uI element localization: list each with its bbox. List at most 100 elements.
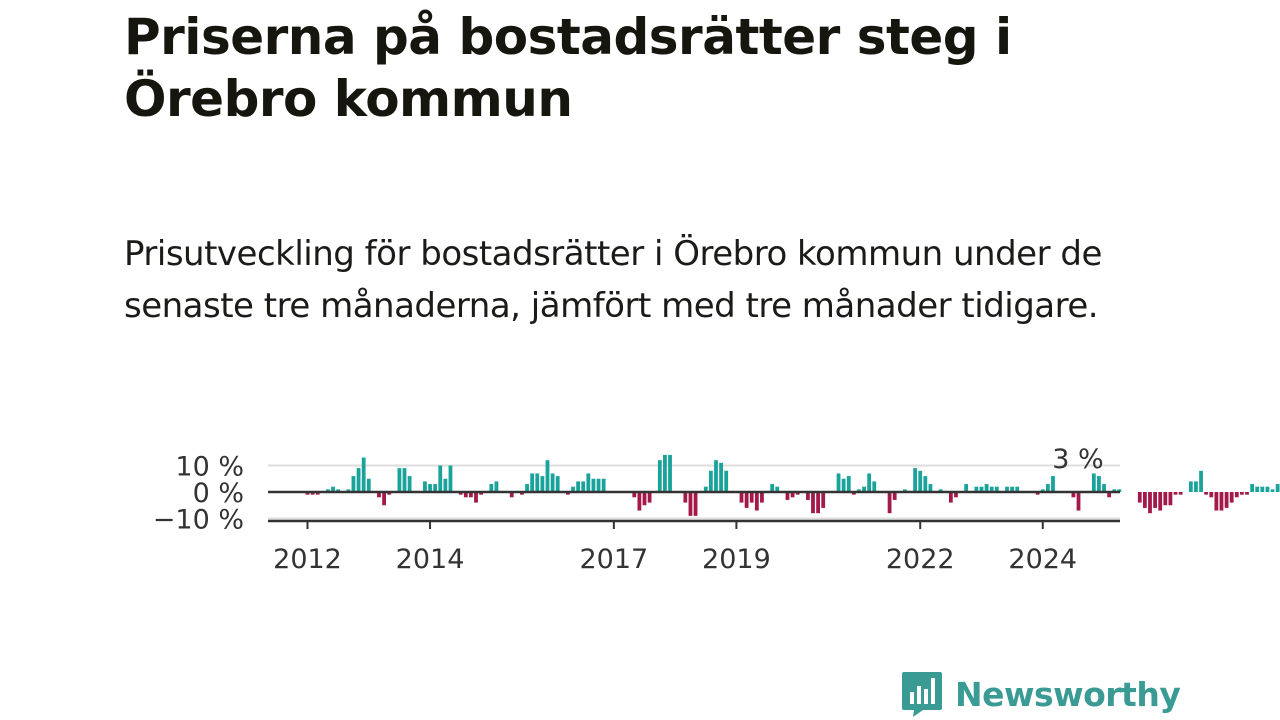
data-bar xyxy=(790,492,795,498)
data-bar xyxy=(423,481,427,492)
data-bar xyxy=(1173,492,1178,495)
data-bar xyxy=(749,492,754,503)
x-tick-label: 2017 xyxy=(580,544,649,575)
data-bar xyxy=(892,492,897,500)
data-bar xyxy=(1178,492,1183,495)
data-bar xyxy=(509,492,514,498)
data-bar xyxy=(530,473,535,492)
data-bar xyxy=(1234,492,1239,498)
data-bar xyxy=(520,492,524,495)
data-bar xyxy=(458,492,463,495)
data-bar xyxy=(581,481,586,492)
data-bar xyxy=(443,478,448,492)
data-bar xyxy=(1209,492,1214,498)
data-bar xyxy=(1260,486,1265,492)
data-bar xyxy=(1163,492,1168,506)
data-bar xyxy=(647,492,652,503)
data-bar xyxy=(862,486,866,492)
data-bar xyxy=(1214,492,1219,511)
data-bar xyxy=(1107,492,1112,498)
data-bar xyxy=(974,486,979,492)
data-bar xyxy=(744,492,749,508)
data-bar xyxy=(468,492,473,498)
data-bar xyxy=(1051,476,1055,492)
y-tick-label: 0 % xyxy=(193,478,244,509)
data-bar xyxy=(1219,492,1224,511)
data-bar xyxy=(1045,484,1050,492)
data-bar xyxy=(1229,492,1234,503)
data-bar xyxy=(918,470,923,492)
data-bar xyxy=(1015,486,1020,492)
data-bar xyxy=(954,492,958,498)
brand-logo: Newsworthy xyxy=(901,670,1181,718)
newsworthy-logo-icon xyxy=(902,672,942,717)
data-bar xyxy=(566,492,570,495)
data-bar xyxy=(479,492,483,495)
data-bar xyxy=(1117,489,1122,492)
data-bar xyxy=(913,468,918,492)
data-bar xyxy=(754,492,759,511)
data-bar xyxy=(550,473,555,492)
data-bar xyxy=(688,492,693,516)
data-bar xyxy=(387,492,392,495)
data-bar xyxy=(1255,486,1260,492)
data-bar xyxy=(1091,473,1096,492)
data-bar xyxy=(331,486,335,492)
data-bar xyxy=(984,484,989,492)
data-bar xyxy=(356,468,361,492)
x-tick-label: 2012 xyxy=(273,544,342,575)
price-change-chart: 10 %0 %−10 % 2012 2014 2017 2019 2022 2024 3 … xyxy=(153,444,1280,575)
data-bar xyxy=(1112,489,1117,492)
data-bar xyxy=(463,492,468,498)
data-bar xyxy=(642,492,647,506)
data-bar xyxy=(1204,492,1209,495)
data-bar xyxy=(1076,492,1081,511)
data-bar xyxy=(474,492,478,503)
data-bar xyxy=(811,492,815,514)
data-bar xyxy=(872,481,877,492)
data-bar xyxy=(846,476,851,492)
data-bar xyxy=(448,465,453,492)
data-bar xyxy=(1199,470,1203,492)
data-bar xyxy=(1040,489,1045,492)
data-bar xyxy=(857,489,861,492)
data-bar xyxy=(1240,492,1244,495)
data-bar xyxy=(586,473,591,492)
data-bar xyxy=(770,484,775,492)
data-bar xyxy=(377,492,381,498)
data-bar xyxy=(964,484,969,492)
data-bar xyxy=(310,492,315,495)
data-bar xyxy=(632,492,637,498)
data-bar xyxy=(1265,486,1270,492)
data-bar xyxy=(525,484,529,492)
data-bar xyxy=(545,460,550,492)
data-bar xyxy=(1153,492,1157,508)
data-bar xyxy=(683,492,688,503)
data-bar xyxy=(397,468,402,492)
data-bar xyxy=(361,457,366,492)
data-bar xyxy=(433,484,438,492)
data-bar xyxy=(351,476,356,492)
data-bar xyxy=(1005,486,1009,492)
x-tick-label: 2022 xyxy=(886,544,955,575)
data-bar xyxy=(1275,484,1280,492)
data-bar xyxy=(637,492,642,511)
data-bar xyxy=(923,476,928,492)
x-tick-label: 2019 xyxy=(702,544,771,575)
data-bar xyxy=(795,492,800,495)
data-bar xyxy=(596,478,601,492)
data-bar xyxy=(494,481,499,492)
data-bar xyxy=(805,492,810,500)
data-bar xyxy=(555,476,560,492)
data-bar xyxy=(540,476,545,492)
data-bar xyxy=(657,460,662,492)
data-bar xyxy=(714,460,718,492)
data-bar xyxy=(760,492,764,503)
data-bar xyxy=(938,489,943,492)
data-bar xyxy=(816,492,820,514)
data-bar xyxy=(948,492,953,503)
data-bar xyxy=(867,473,872,492)
data-bar xyxy=(1137,492,1142,503)
data-bar xyxy=(346,489,351,492)
data-bar xyxy=(535,473,540,492)
